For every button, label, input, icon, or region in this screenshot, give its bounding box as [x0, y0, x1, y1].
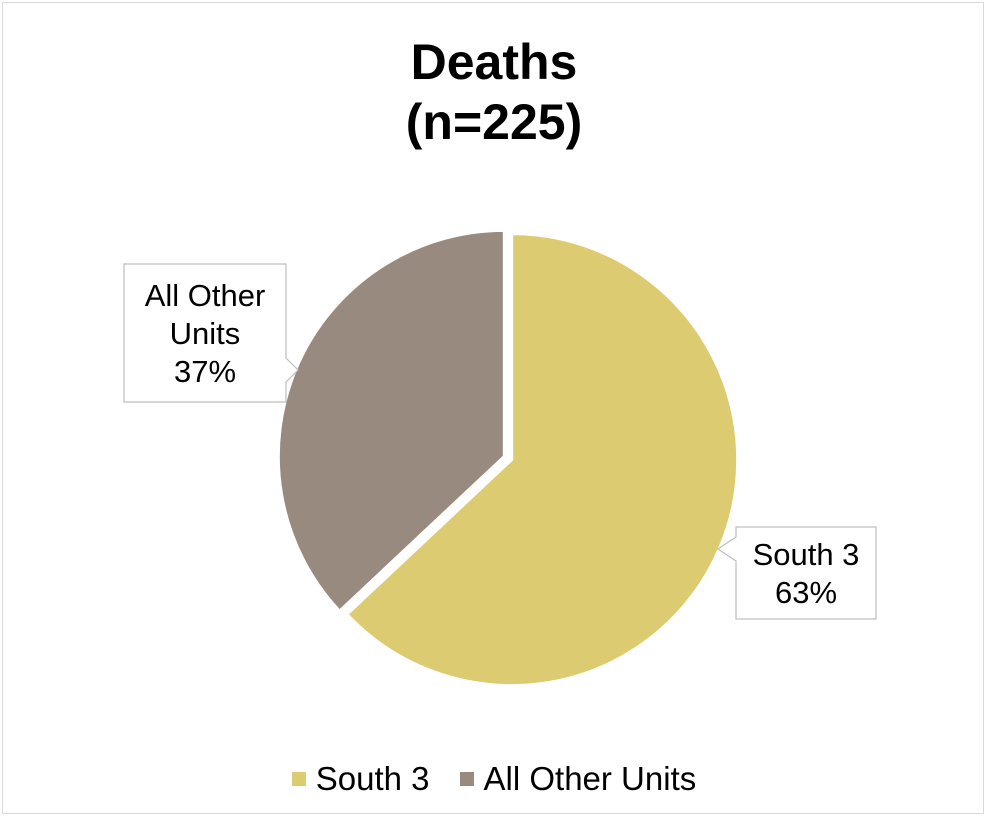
- data-label-south-3-box: [716, 526, 877, 620]
- legend-label-all-other-units: All Other Units: [483, 760, 697, 797]
- data-label-south-3-line: South 3: [753, 537, 860, 572]
- chart-title-line-1: Deaths: [410, 34, 578, 90]
- data-label-all-other-units-line: All Other: [145, 278, 266, 313]
- legend-item-south-3: South 3: [291, 760, 430, 798]
- chart-title-line-2: (n=225): [405, 94, 583, 150]
- data-label-south-3-line: 63%: [775, 575, 837, 610]
- legend-item-all-other-units: All Other Units: [459, 760, 697, 798]
- chart-title: Deaths (n=225): [0, 32, 988, 152]
- data-label-all-other-units-line: 37%: [174, 354, 236, 389]
- data-label-all-other-units-box: [123, 263, 299, 403]
- legend-label-south-3: South 3: [315, 760, 430, 797]
- legend-swatch-south-3: [291, 772, 306, 786]
- legend-swatch-all-other-units: [459, 772, 474, 786]
- pie-slice-all-other-units: [276, 228, 506, 614]
- data-label-all-other-units-line: Units: [170, 316, 241, 351]
- chart-legend: South 3 All Other Units: [0, 760, 988, 798]
- data-label-south-3: South 363%: [716, 526, 877, 620]
